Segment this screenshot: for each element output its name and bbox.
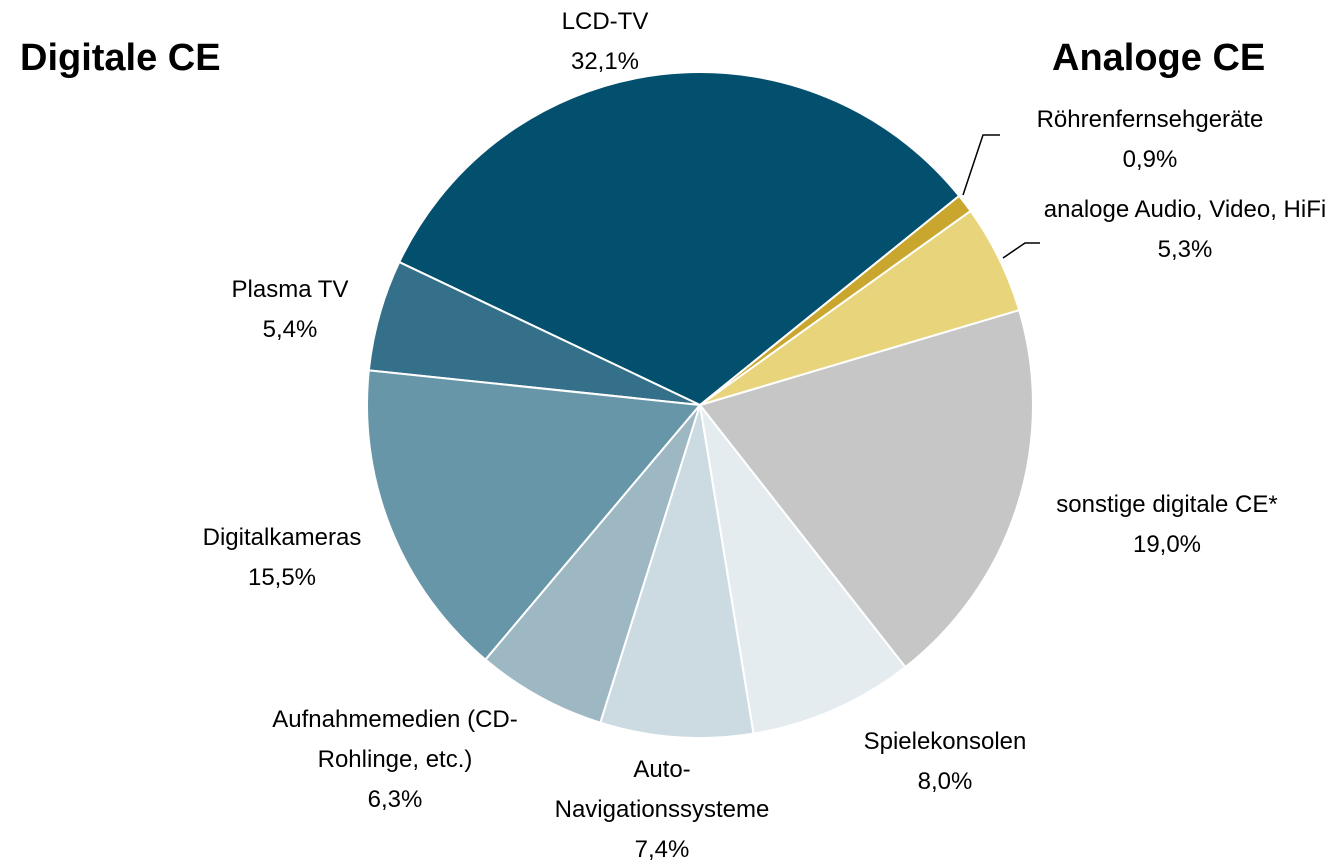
annotation: Digitale CE [20, 37, 221, 79]
category-label: LCD-TV [561, 8, 649, 35]
slice-label: analoge Audio, Video, HiFi 5,3% [1040, 190, 1327, 270]
value-label: 6,3% [367, 786, 423, 813]
category-label: Röhrenfernsehgeräte [1036, 106, 1264, 133]
value-label: 0,9% [1122, 146, 1178, 173]
value-label: 8,0% [917, 768, 973, 795]
leader-line [962, 134, 1000, 196]
category-label: Plasma TV [231, 276, 349, 303]
annotation: Analoge CE [1052, 37, 1266, 79]
value-label: 5,3% [1157, 236, 1213, 263]
pie-slice [599, 404, 755, 739]
category-label: Spielekonsolen [863, 728, 1027, 755]
pie-slice [366, 369, 702, 662]
pie-slice [699, 404, 907, 735]
slice-label: LCD-TV 32,1% [505, 2, 705, 82]
slice-label: Röhrenfernsehgeräte 0,9% [990, 100, 1310, 180]
category-label: Auto-Navigationssysteme [554, 756, 770, 823]
slice-label: sonstige digitale CE* 19,0% [1007, 485, 1327, 565]
pie-slice [484, 404, 701, 725]
value-label: 15,5% [247, 564, 317, 591]
value-label: 32,1% [570, 48, 640, 75]
category-label: Digitalkameras [202, 524, 362, 551]
value-label: 7,4% [634, 836, 690, 863]
category-label: Aufnahmemedien (CD-Rohlinge, etc.) [272, 706, 518, 773]
slice-label: Digitalkameras 15,5% [152, 518, 412, 598]
slice-label: Spielekonsolen 8,0% [815, 722, 1075, 802]
value-label: 5,4% [262, 316, 318, 343]
slice-label: Plasma TV 5,4% [180, 270, 400, 350]
slice-label: Auto-Navigationssysteme 7,4% [527, 750, 797, 864]
value-label: 19,0% [1132, 531, 1202, 558]
pie-slice [397, 71, 961, 407]
slice-label: Aufnahmemedien (CD-Rohlinge, etc.) 6,3% [235, 700, 555, 820]
pie-slice [699, 194, 972, 406]
pie-slice [698, 308, 1034, 669]
leader-line [1002, 242, 1040, 259]
category-label: analoge Audio, Video, HiFi [1043, 196, 1327, 223]
category-label: sonstige digitale CE* [1056, 491, 1278, 518]
